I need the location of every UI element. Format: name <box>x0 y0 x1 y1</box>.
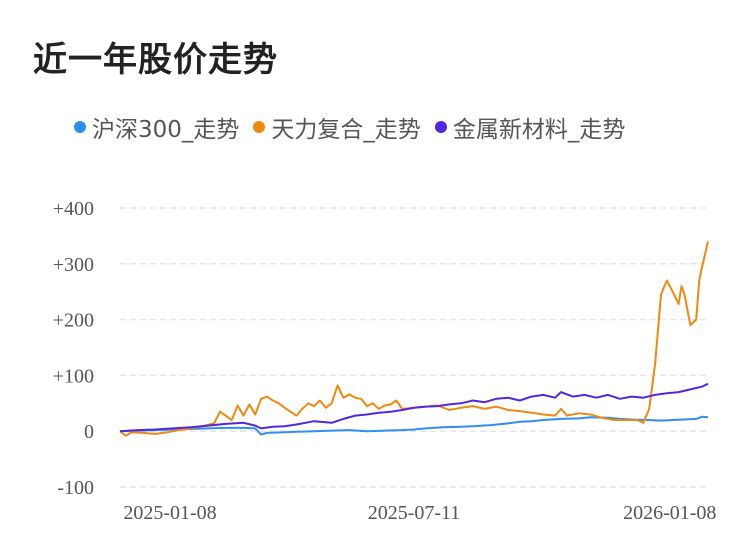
legend-dot-metal <box>434 121 447 133</box>
legend-dot-tianli <box>253 121 266 133</box>
x-tick-label: 2025-01-08 <box>123 502 216 524</box>
legend: 沪深300_走势 天力复合_走势 金属新材料_走势 <box>74 110 639 144</box>
legend-item-tianli[interactable]: 天力复合_走势 <box>253 110 421 144</box>
y-tick-label: +300 <box>53 254 94 276</box>
y-tick-label: +400 <box>53 198 94 220</box>
legend-label-hs300: 沪深300_走势 <box>92 117 240 143</box>
series-line-2 <box>119 382 709 433</box>
legend-label-metal: 金属新材料_走势 <box>452 117 626 143</box>
x-tick-label: 2025-07-11 <box>368 502 461 524</box>
legend-item-metal[interactable]: 金属新材料_走势 <box>434 110 626 144</box>
series-line-1 <box>119 241 709 437</box>
legend-item-hs300[interactable]: 沪深300_走势 <box>74 110 239 144</box>
y-tick-label: -100 <box>57 477 94 499</box>
y-tick-label: +100 <box>53 365 94 387</box>
legend-label-tianli: 天力复合_走势 <box>271 117 421 143</box>
chart-title: 近一年股价走势 <box>33 40 278 80</box>
y-tick-label: +200 <box>53 310 94 332</box>
y-tick-label: 0 <box>84 421 94 443</box>
x-tick-label: 2026-01-08 <box>623 502 716 524</box>
legend-dot-hs300 <box>74 121 86 133</box>
